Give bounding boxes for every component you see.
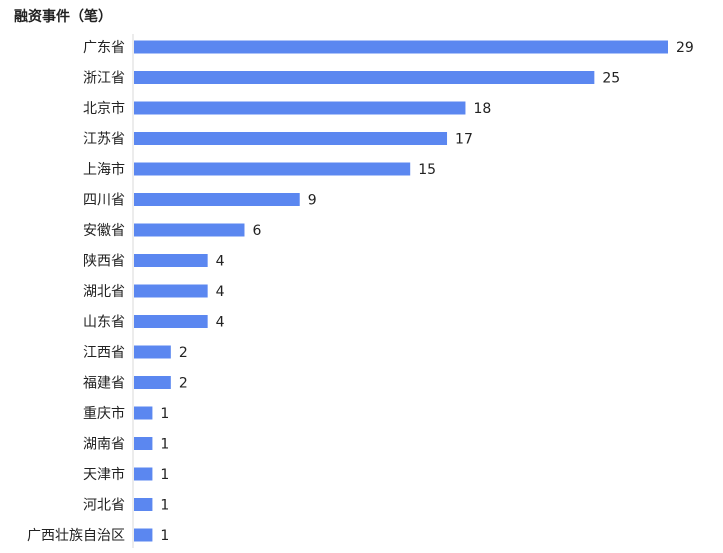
bar <box>134 437 153 450</box>
data-label: 1 <box>160 498 169 514</box>
bar <box>134 223 245 237</box>
data-label: 2 <box>179 376 188 392</box>
category-label: 湖南省 <box>83 437 125 453</box>
data-label: 1 <box>160 406 169 422</box>
category-label: 上海市 <box>83 161 125 178</box>
category-label: 广西壮族自治区 <box>27 528 125 544</box>
category-label: 北京市 <box>83 100 125 117</box>
data-label: 15 <box>418 162 436 178</box>
category-label: 重庆市 <box>83 405 125 422</box>
bar <box>134 467 153 481</box>
category-label: 湖北省 <box>83 284 125 300</box>
data-label: 4 <box>216 284 225 300</box>
data-label: 9 <box>308 193 317 209</box>
bar <box>134 315 208 328</box>
category-label: 福建省 <box>83 376 125 392</box>
bar <box>134 345 171 359</box>
data-label: 29 <box>676 40 694 56</box>
bar <box>134 406 153 420</box>
data-label: 1 <box>160 437 169 453</box>
bar <box>134 376 171 389</box>
data-label: 1 <box>160 528 169 544</box>
category-label: 安徽省 <box>83 223 125 239</box>
data-label: 4 <box>216 254 225 270</box>
data-label: 25 <box>602 71 620 87</box>
category-label: 陕西省 <box>83 254 125 270</box>
data-label: 4 <box>216 315 225 331</box>
category-labels: 广东省浙江省北京市江苏省上海市四川省安徽省陕西省湖北省山东省江西省福建省重庆市湖… <box>27 40 125 544</box>
data-label: 1 <box>160 467 169 483</box>
bar <box>134 71 595 84</box>
data-label: 2 <box>179 345 188 361</box>
bar <box>134 254 208 267</box>
bar <box>134 528 153 542</box>
bar <box>134 498 153 511</box>
bar <box>134 132 448 145</box>
bar <box>134 162 411 176</box>
bar <box>134 284 208 298</box>
category-label: 四川省 <box>83 193 125 209</box>
category-label: 江西省 <box>83 345 125 361</box>
category-label: 天津市 <box>83 466 125 483</box>
category-label: 浙江省 <box>83 71 125 87</box>
data-label: 17 <box>455 132 473 148</box>
bar <box>134 193 300 206</box>
category-label: 江苏省 <box>83 132 125 148</box>
category-label: 山东省 <box>83 315 125 331</box>
bars <box>134 40 668 542</box>
data-label: 6 <box>252 223 261 239</box>
chart-title: 融资事件（笔） <box>14 9 112 25</box>
bar <box>134 101 466 115</box>
data-label: 18 <box>473 101 491 117</box>
bar <box>134 40 668 54</box>
category-label: 河北省 <box>83 498 125 514</box>
category-label: 广东省 <box>83 40 125 56</box>
